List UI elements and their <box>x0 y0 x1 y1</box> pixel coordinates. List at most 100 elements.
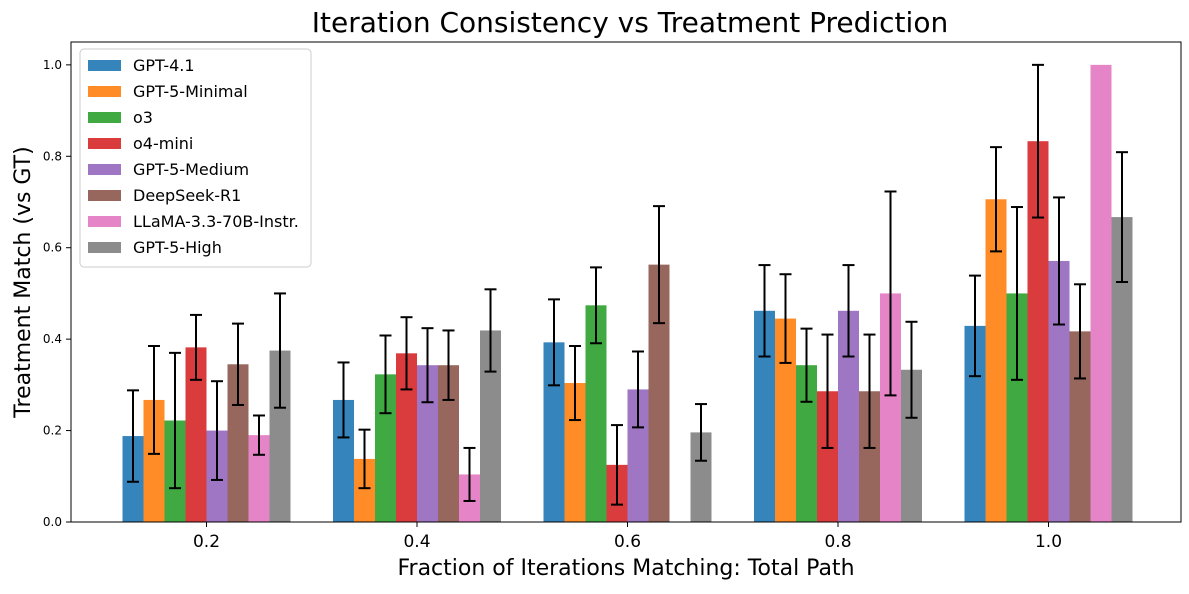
axes-layer: 0.2 0.4 0.6 0.8 1.0 0.0 0.2 0.4 0.6 0.8 1.0 <box>43 58 1062 552</box>
error-bar-gpt-4-1-1-0 <box>969 274 981 378</box>
bar-gpt-5-high-0-4 <box>480 330 501 522</box>
error-bar-llama-3-3-70b-instr--0-4 <box>463 446 476 502</box>
error-bars-layer <box>127 63 1128 506</box>
bar-o4-mini-0-8 <box>817 391 838 522</box>
x-tick-label: 0.8 <box>824 532 851 552</box>
y-axis-label: Treatment Match (vs GT) <box>11 146 36 418</box>
error-bar-deepseek-r1-0-8 <box>863 333 876 449</box>
error-bar-o4-mini-0-2 <box>190 313 202 381</box>
error-bar-o3-0-6 <box>590 266 602 345</box>
error-bar-o4-mini-1-0 <box>1032 63 1044 219</box>
error-bar-gpt-5-minimal-0-2 <box>148 345 160 455</box>
error-bar-o3-0-4 <box>379 334 392 415</box>
bar-gpt-4-1-0-6 <box>543 342 565 522</box>
chart-title: Iteration Consistency vs Treatment Predi… <box>312 6 948 39</box>
y-tick-label: 0.0 <box>43 515 62 529</box>
error-bar-gpt-5-high-0-2 <box>274 292 286 409</box>
bar-gpt-5-minimal-0-8 <box>775 318 796 522</box>
legend-frame <box>79 48 312 268</box>
legend-label-gpt-4-1: GPT-4.1 <box>133 56 195 75</box>
bar-gpt-5-medium-0-4 <box>417 365 438 522</box>
error-bar-gpt-5-high-0-4 <box>484 288 497 373</box>
bar-o3-1-0 <box>1006 293 1028 522</box>
x-tick-label: 1.0 <box>1035 532 1062 552</box>
bars-layer <box>122 64 1133 523</box>
legend-swatch-deepseek-r1 <box>88 190 121 201</box>
error-bar-o4-mini-0-6 <box>611 424 623 506</box>
error-bar-gpt-5-high-0-6 <box>695 403 707 462</box>
x-tick-label: 0.4 <box>403 532 430 552</box>
bar-gpt-4-1-0-4 <box>333 399 354 522</box>
error-bar-gpt-5-medium-0-2 <box>211 380 223 481</box>
bar-o3-0-8 <box>796 365 817 522</box>
error-bar-o3-0-2 <box>169 351 181 490</box>
legend-label-deepseek-r1: DeepSeek-R1 <box>133 186 241 205</box>
bar-deepseek-r1-0-4 <box>438 365 459 522</box>
error-bar-o3-1-0 <box>1011 206 1023 381</box>
error-bar-gpt-5-minimal-0-6 <box>569 345 581 422</box>
y-tick-label: 1.0 <box>43 58 62 72</box>
legend-swatch-gpt-5-medium <box>88 164 121 175</box>
error-bar-gpt-5-medium-1-0 <box>1053 196 1065 326</box>
error-bar-o3-0-8 <box>800 327 813 403</box>
legend-swatch-o3 <box>88 112 121 123</box>
error-bar-o4-mini-0-8 <box>821 333 834 449</box>
y-tick-label: 0.6 <box>43 241 62 255</box>
error-bar-deepseek-r1-1-0 <box>1074 283 1086 380</box>
bar-o3-0-6 <box>585 305 607 522</box>
bar-o4-mini-0-4 <box>396 353 417 522</box>
legend: GPT-4.1 GPT-5-Minimal o3 o4-mini GPT-5-Mediu… <box>79 48 312 268</box>
bar-o3-0-4 <box>375 374 396 522</box>
bar-gpt-5-high-1-0 <box>1111 217 1133 523</box>
error-bar-gpt-5-medium-0-6 <box>632 350 644 429</box>
bar-gpt-5-medium-1-0 <box>1048 260 1070 522</box>
legend-label-o3: o3 <box>133 108 153 127</box>
error-bar-llama-3-3-70b-instr--0-2 <box>253 414 265 456</box>
bar-deepseek-r1-0-8 <box>859 391 880 522</box>
plot-frame <box>70 41 1182 523</box>
legend-label-gpt-5-minimal: GPT-5-Minimal <box>133 82 248 101</box>
legend-swatch-gpt-5-high <box>88 242 121 253</box>
bar-llama-3-3-70b-instr--0-8 <box>880 293 901 522</box>
legend-swatch-gpt-5-minimal <box>88 86 121 97</box>
bar-o4-mini-1-0 <box>1027 141 1049 522</box>
bar-gpt-5-minimal-0-2 <box>143 399 165 522</box>
bar-o4-mini-0-2 <box>185 347 207 522</box>
bar-llama-3-3-70b-instr--1-0 <box>1090 64 1112 522</box>
x-axis-label: Fraction of Iterations Matching: Total P… <box>397 556 854 581</box>
bar-gpt-5-minimal-0-4 <box>354 458 375 522</box>
x-tick-label: 0.2 <box>193 532 220 552</box>
legend-label-llama-3-3-70b-instr-: LLaMA-3.3-70B-Instr. <box>133 212 299 231</box>
bar-deepseek-r1-0-6 <box>648 264 670 522</box>
y-tick-label: 0.2 <box>43 424 62 438</box>
error-bar-llama-3-3-70b-instr--0-8 <box>884 190 897 397</box>
bar-gpt-5-minimal-1-0 <box>985 199 1007 522</box>
bar-gpt-5-medium-0-8 <box>838 310 859 522</box>
bar-gpt-4-1-0-8 <box>754 310 775 522</box>
legend-swatch-o4-mini <box>88 138 121 149</box>
error-bar-gpt-5-medium-0-8 <box>842 264 855 358</box>
error-bar-gpt-5-minimal-0-4 <box>358 428 371 490</box>
y-tick-label: 0.8 <box>43 149 62 163</box>
error-bar-o4-mini-0-4 <box>400 316 413 391</box>
bar-gpt-5-high-0-8 <box>901 369 922 522</box>
error-bar-deepseek-r1-0-4 <box>442 329 455 401</box>
error-bar-deepseek-r1-0-2 <box>232 322 244 406</box>
error-bar-deepseek-r1-0-6 <box>653 205 665 325</box>
error-bar-gpt-5-high-0-8 <box>905 320 918 419</box>
legend-label-gpt-5-medium: GPT-5-Medium <box>133 160 249 179</box>
legend-swatch-llama-3-3-70b-instr- <box>88 216 121 227</box>
bar-gpt-4-1-1-0 <box>964 325 986 522</box>
error-bar-gpt-5-medium-0-4 <box>421 327 434 404</box>
bar-gpt-5-high-0-6 <box>690 432 712 522</box>
error-bar-gpt-4-1-0-8 <box>758 264 771 358</box>
bar-deepseek-r1-0-2 <box>227 364 249 522</box>
bar-gpt-5-minimal-0-6 <box>564 383 586 522</box>
bar-llama-3-3-70b-instr--0-2 <box>248 435 270 522</box>
error-bar-gpt-5-high-1-0 <box>1116 151 1128 283</box>
bar-gpt-5-medium-0-6 <box>627 389 649 522</box>
error-bar-gpt-4-1-0-2 <box>127 389 139 483</box>
error-bar-gpt-4-1-0-6 <box>548 298 560 387</box>
